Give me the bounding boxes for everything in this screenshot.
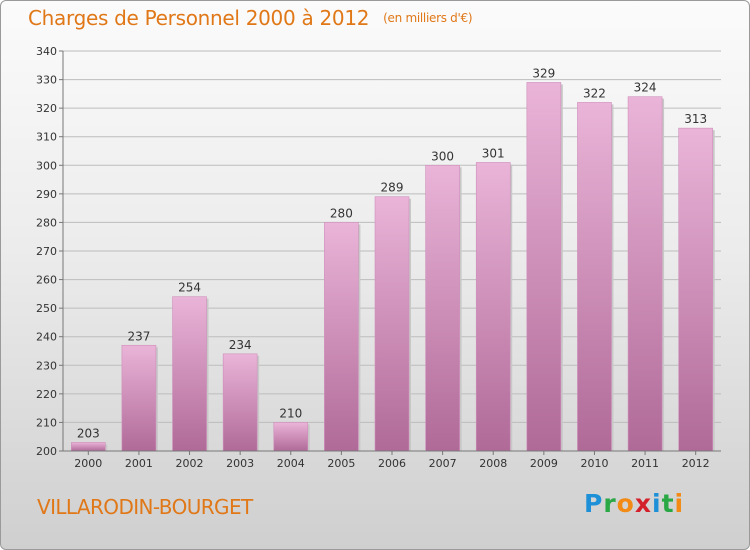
y-tick-label: 260 (36, 274, 57, 287)
logo-letter: P (584, 489, 604, 518)
x-tick-label: 2002 (176, 457, 204, 470)
x-tick-label: 2006 (378, 457, 406, 470)
bar (222, 353, 258, 452)
y-axis: 200 210 220 230 240 250 260 270 280 290 300 310 320 3… (36, 45, 64, 458)
bar (678, 127, 713, 452)
bar (374, 196, 410, 452)
chart-subtitle: (en milliers d'€) (383, 11, 473, 25)
bar-value-label: 234 (229, 338, 252, 352)
y-tick-label: 230 (36, 359, 57, 372)
location-label: VILLARODIN-BOURGET (37, 495, 253, 519)
x-tick-label: 2004 (277, 457, 305, 470)
y-tick-label: 320 (36, 102, 57, 115)
bar-value-label: 324 (634, 81, 657, 95)
bar (627, 96, 663, 452)
logo-letter: i (652, 489, 662, 518)
bar-value-label: 280 (330, 206, 353, 220)
y-tick-label: 300 (36, 159, 57, 172)
x-tick-label: 2001 (125, 457, 153, 470)
y-tick-label: 290 (36, 188, 57, 201)
y-tick-label: 250 (36, 302, 57, 315)
bar-value-label: 329 (532, 66, 555, 80)
x-tick-label: 2012 (682, 457, 710, 470)
chart-title-text: Charges de Personnel 2000 à 2012 (28, 6, 370, 30)
bar (172, 296, 207, 452)
x-tick-label: 2003 (226, 457, 254, 470)
y-tick-label: 220 (36, 388, 57, 401)
logo-letter: x (634, 489, 652, 518)
chart-title: Charges de Personnel 2000 à 2012 (en mill… (28, 6, 473, 30)
x-tick-label: 2005 (327, 457, 355, 470)
bar-value-label: 289 (381, 181, 404, 195)
bar (324, 222, 359, 452)
y-tick-label: 200 (36, 445, 57, 458)
logo-letter: r (603, 489, 617, 518)
logo-letter: t (661, 489, 675, 518)
y-tick-label: 280 (36, 216, 57, 229)
y-tick-label: 240 (36, 331, 57, 344)
bar-value-label: 322 (583, 86, 606, 100)
proxiti-logo[interactable]: Proxiti (584, 489, 684, 518)
x-axis: 2000 2001 2002 2003 2004 2005 2006 2007 2008 2009… (63, 450, 721, 470)
bar-value-label: 203 (77, 426, 100, 440)
bars: 203 237 254 234 210 280 289 300 301 329 322 324 313 (71, 66, 715, 452)
bar-value-label: 237 (127, 329, 150, 343)
y-tick-label: 210 (36, 416, 57, 429)
bar-value-label: 301 (482, 146, 505, 160)
bar (475, 162, 511, 452)
bar-value-label: 313 (684, 112, 707, 126)
bar (71, 442, 106, 452)
bar (577, 102, 612, 452)
bar (425, 164, 460, 452)
x-tick-label: 2010 (580, 457, 608, 470)
y-tick-label: 330 (36, 74, 57, 87)
bar-value-label: 254 (178, 281, 201, 295)
x-tick-label: 2011 (631, 457, 659, 470)
x-tick-label: 2007 (429, 457, 457, 470)
y-tick-label: 310 (36, 131, 57, 144)
bar (526, 82, 562, 452)
bar (273, 422, 309, 452)
logo-letter: i (674, 489, 685, 518)
x-tick-label: 2009 (530, 457, 558, 470)
y-tick-label: 340 (36, 45, 57, 58)
y-tick-label: 270 (36, 245, 57, 258)
x-tick-label: 2008 (479, 457, 507, 470)
x-tick-label: 2000 (74, 457, 102, 470)
logo-letter: o (616, 489, 635, 518)
bar (121, 344, 157, 452)
bar-value-label: 300 (431, 149, 454, 163)
bar-value-label: 210 (279, 406, 302, 420)
